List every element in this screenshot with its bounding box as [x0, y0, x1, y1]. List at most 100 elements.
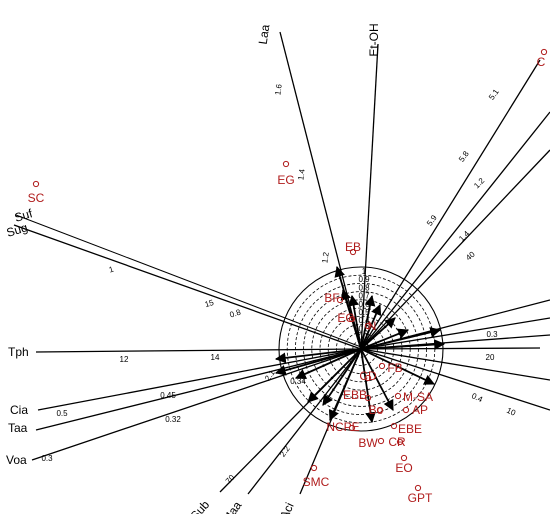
- axis-line-unlabeled: [360, 111, 550, 350]
- axis-name-sug: Sug: [5, 220, 30, 240]
- axis-line-et-oh: [360, 43, 379, 350]
- observation-marker: [396, 438, 404, 446]
- observation-marker: [402, 406, 410, 414]
- observation-label: CD: [359, 369, 377, 383]
- observation-marker: [394, 392, 402, 400]
- axis-tick-label: 1: [108, 264, 115, 274]
- observation-label: NCPE: [326, 420, 359, 434]
- observation-label: EG: [337, 311, 354, 325]
- observation-label: EBB: [343, 388, 367, 402]
- loading-arrow: [274, 348, 362, 376]
- loading-arrow: [360, 348, 376, 424]
- axis-tick-label: 1.2: [320, 251, 331, 264]
- observation-label: FB: [387, 361, 402, 375]
- observation-point: EG: [277, 160, 295, 187]
- axis-tick-label: 70: [224, 473, 237, 486]
- axis-name-suf: Suf: [13, 206, 35, 225]
- observation-marker: [400, 454, 408, 462]
- observation-label: SMC: [303, 475, 330, 489]
- observation-marker: [348, 315, 356, 323]
- correlation-circle-ring: [335, 323, 386, 374]
- axis-tick-label: 15: [204, 298, 216, 309]
- axis-tick-label: 10: [505, 406, 517, 418]
- axis-line-unlabeled: [360, 317, 550, 350]
- axis-name-et-oh: Et-OH: [367, 23, 381, 56]
- observation-label: SC: [28, 191, 45, 205]
- observation-point: EBE: [390, 422, 422, 436]
- loading-arrow: [360, 339, 446, 350]
- observation-label: CR: [388, 435, 406, 449]
- axis-line-unlabeled: [360, 59, 541, 350]
- observation-label: Bo: [369, 403, 384, 417]
- axis-tick-label: 2.2: [278, 444, 292, 459]
- loading-arrow: [360, 348, 394, 411]
- observation-label: C: [537, 55, 546, 69]
- axis-tick-label: 40: [464, 249, 477, 262]
- observation-marker: [310, 464, 318, 472]
- axis-tick-label: 1.2: [472, 176, 487, 191]
- axis-name-maa: Maa: [220, 498, 245, 514]
- axis-tick-label: 5.1: [487, 87, 501, 102]
- observation-label: BW: [358, 436, 378, 450]
- observation-label: AP: [412, 403, 428, 417]
- observation-point: EB: [345, 240, 361, 256]
- axis-name-tph: Tph: [8, 345, 29, 359]
- correlation-circle-ring: [311, 299, 411, 399]
- observation-point: SMC: [303, 464, 330, 489]
- axis-line-sug: [13, 224, 362, 350]
- correlation-circle-ring: [327, 315, 395, 383]
- axis-tick-label: 14: [211, 353, 220, 362]
- observation-marker: [390, 422, 398, 430]
- axis-name-taa: Taa: [8, 421, 28, 435]
- observation-point: EO: [395, 454, 413, 475]
- observation-point: NCPE: [326, 420, 359, 434]
- circle-tick-label: 0.9: [358, 275, 370, 284]
- observation-point: SC: [28, 180, 45, 205]
- loading-arrow: [360, 328, 410, 350]
- observation-marker: [282, 160, 290, 168]
- observation-point: BF: [324, 291, 344, 305]
- observation-point: M-SA: [394, 390, 433, 404]
- axis-tick-label: 0.5: [56, 409, 68, 418]
- loading-arrow: [295, 348, 362, 379]
- axis-tick-label: 0.32: [165, 415, 181, 424]
- observation-marker: [32, 180, 40, 188]
- axis-line-unlabeled: [360, 149, 550, 350]
- observation-label: N: [368, 319, 377, 333]
- observation-point: AP: [402, 403, 428, 417]
- loading-arrow: [360, 317, 396, 350]
- axis-name-sub: Sub: [188, 497, 213, 514]
- observation-marker: [348, 424, 356, 432]
- loading-arrow: [322, 348, 362, 406]
- observation-point: BW: [358, 436, 385, 450]
- correlation-circle-ring: [303, 291, 419, 407]
- observation-point: Bo: [369, 403, 384, 417]
- observation-point: GPT: [408, 484, 433, 505]
- observation-point: EBB: [343, 388, 372, 402]
- observation-marker: [364, 394, 372, 402]
- observation-label: BF: [324, 291, 339, 305]
- axis-line-tph: [35, 348, 362, 353]
- loading-arrow: [307, 348, 362, 403]
- loading-arrow: [348, 294, 362, 350]
- circle-tick-label: 0.4: [358, 316, 370, 325]
- axis-name-voa: Voa: [6, 453, 27, 467]
- loading-arrow: [340, 288, 362, 350]
- loading-arrow: [274, 348, 362, 364]
- observation-marker: [377, 437, 385, 445]
- axis-line-unlabeled: [360, 347, 541, 350]
- axis-line-taa: [35, 348, 362, 431]
- axis-name-cia: Cia: [10, 403, 28, 417]
- observation-label: EB: [345, 240, 361, 254]
- axis-tick-label: 0.34: [290, 377, 306, 386]
- axis-tick-label: 1.4: [457, 229, 472, 244]
- axis-line-unlabeled: [360, 348, 550, 411]
- observation-label: EBE: [398, 422, 422, 436]
- axis-tick-label: 0.4: [470, 391, 484, 404]
- observation-label: EO: [395, 461, 412, 475]
- axis-tick-label: 1.4: [296, 168, 307, 181]
- axis-tick-label: 0.3: [486, 330, 498, 339]
- axis-tick-label: 0.8: [229, 308, 243, 320]
